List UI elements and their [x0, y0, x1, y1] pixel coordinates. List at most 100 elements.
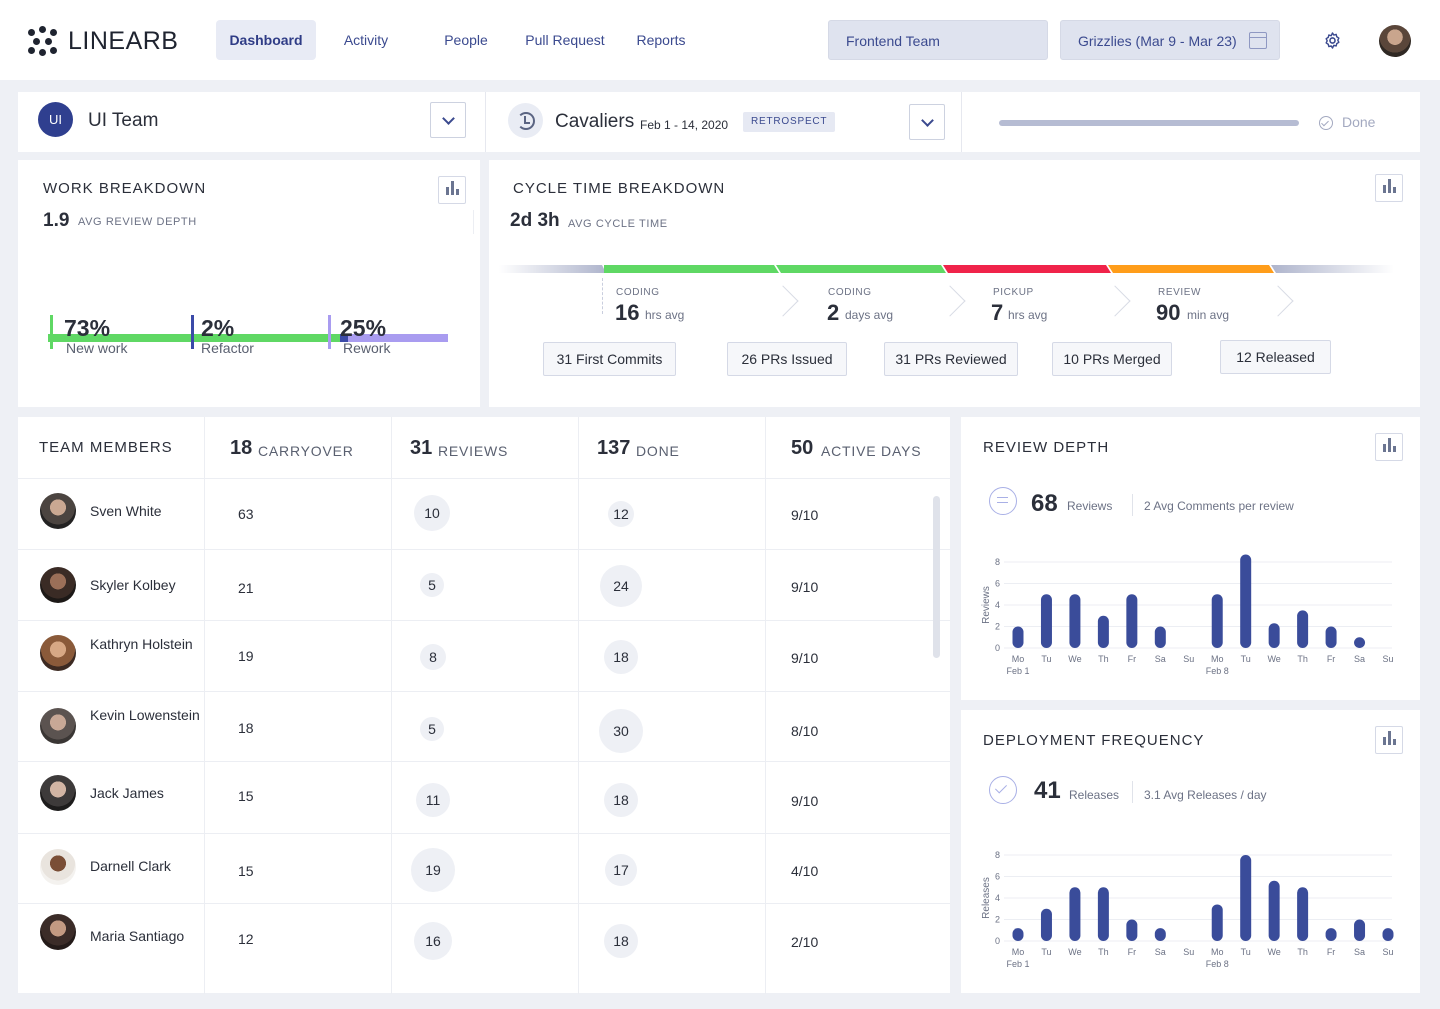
y-axis-label: Releases	[981, 877, 992, 919]
x-tick-label: Th	[1098, 947, 1109, 957]
member-name: Sven White	[90, 503, 162, 519]
active-days-cell: 9/10	[791, 579, 819, 595]
header-label: ACTIVE DAYS	[821, 443, 922, 459]
x-tick-label: Tu	[1241, 947, 1251, 957]
stage-value: 16	[615, 300, 640, 325]
chevron-right-icon	[934, 285, 966, 317]
milestone-prs-reviewed[interactable]: 31 PRs Reviewed	[884, 342, 1018, 376]
active-days-cell: 9/10	[791, 650, 819, 666]
carryover-cell: 18	[238, 720, 254, 736]
date-label: Feb 8	[1206, 666, 1229, 676]
member-name: Kathryn Holstein	[90, 636, 193, 652]
active-days-cell: 9/10	[791, 793, 819, 809]
chart-toggle-button[interactable]	[1375, 726, 1403, 754]
stat-label: New work	[66, 340, 128, 356]
stat-label: Rework	[343, 340, 391, 356]
team-select-value: Frontend Team	[846, 33, 940, 49]
column-header-reviews[interactable]: 31 REVIEWS	[392, 417, 578, 479]
header-num: 50	[791, 437, 814, 459]
active-days-cell: 9/10	[791, 507, 819, 523]
stage-name: REVIEW	[1158, 287, 1202, 298]
bar	[1154, 928, 1166, 941]
divider	[485, 92, 486, 152]
y-tick-label: 2	[995, 915, 1000, 925]
avg-comments: 2 Avg Comments per review	[1144, 499, 1294, 513]
bar	[1012, 928, 1024, 941]
tab-people[interactable]: People	[444, 32, 488, 48]
y-tick-label: 6	[995, 579, 1000, 589]
team-name: UI Team	[88, 110, 159, 131]
bar	[1069, 887, 1081, 941]
sprint-select-value: Grizzlies (Mar 9 - Mar 23)	[1078, 33, 1237, 49]
member-name: Maria Santiago	[90, 928, 185, 944]
column-header-active-days[interactable]: 50 ACTIVE DAYS	[766, 417, 950, 479]
date-label: Feb 8	[1206, 959, 1229, 969]
x-tick-label: Mo	[1012, 947, 1025, 957]
stage-unit: min avg	[1187, 308, 1230, 322]
table-scrollbar[interactable]	[933, 496, 940, 658]
work-breakdown-card: WORK BREAKDOWN 1.9 AVG REVIEW DEPTH 73% …	[18, 160, 480, 407]
x-tick-label: Sa	[1155, 947, 1166, 957]
team-members-table: TEAM MEMBERS 18 CARRYOVER 31 REVIEWS 137…	[18, 417, 950, 994]
milestone-prs-issued[interactable]: 26 PRs Issued	[727, 342, 847, 376]
check-circle-icon	[1319, 116, 1333, 130]
sprint-dropdown-button[interactable]	[909, 104, 945, 140]
stat-value: 25%	[340, 315, 387, 341]
card-title: CYCLE TIME BREAKDOWN	[513, 180, 726, 197]
sprint-select[interactable]: Grizzlies (Mar 9 - Mar 23)	[1060, 20, 1280, 60]
tab-reports[interactable]: Reports	[636, 32, 686, 48]
active-days-cell: 4/10	[791, 863, 819, 879]
column-header-done[interactable]: 137 DONE	[579, 417, 765, 479]
user-avatar[interactable]	[1379, 25, 1411, 57]
x-tick-label: Su	[1382, 947, 1393, 957]
stat-value: 73%	[64, 315, 111, 341]
bar	[1297, 610, 1309, 648]
date-label: Feb 1	[1006, 666, 1029, 676]
avatar	[40, 493, 76, 529]
review-count-label: Reviews	[1067, 499, 1113, 513]
team-select[interactable]: Frontend Team	[828, 20, 1048, 60]
divider	[961, 92, 962, 152]
carryover-cell: 15	[238, 863, 254, 879]
rework-segment	[348, 334, 448, 342]
chart-toggle-button[interactable]	[1375, 174, 1403, 202]
avg-cycle-time-value: 2d 3h	[510, 210, 560, 231]
team-sprint-bar: UI UI Team Cavaliers Feb 1 - 14, 2020 RE…	[18, 92, 1420, 152]
top-navigation: LINEARB Dashboard Activity People Pull R…	[0, 0, 1440, 80]
x-tick-label: Tu	[1041, 654, 1051, 664]
bar	[1211, 904, 1223, 941]
tab-pull-request[interactable]: Pull Request	[525, 32, 605, 48]
cycle-stage-bar	[499, 265, 1394, 273]
chart-toggle-button[interactable]	[438, 176, 466, 204]
check-circle-icon	[989, 776, 1017, 804]
tab-activity[interactable]: Activity	[343, 32, 389, 48]
x-tick-label: We	[1267, 947, 1280, 957]
milestone-released[interactable]: 12 Released	[1220, 340, 1331, 374]
sprint-status: Done	[1342, 114, 1376, 130]
release-count-label: Releases	[1069, 788, 1120, 802]
column-header-carryover[interactable]: 18 CARRYOVER	[205, 417, 391, 479]
milestone-first-commits[interactable]: 31 First Commits	[543, 342, 676, 376]
stage-value: 90	[1156, 300, 1181, 325]
brand-logo[interactable]: LINEARB	[28, 26, 178, 56]
reviews-bubble: 11	[416, 783, 450, 817]
bar	[1126, 594, 1138, 648]
chart-toggle-button[interactable]	[1375, 433, 1403, 461]
carryover-cell: 12	[238, 931, 254, 947]
gear-icon[interactable]	[1323, 31, 1342, 50]
header-num: 18	[230, 437, 253, 459]
new-work-segment	[48, 334, 340, 342]
bar	[1354, 637, 1366, 648]
team-dropdown-button[interactable]	[430, 102, 466, 138]
milestone-prs-merged[interactable]: 10 PRs Merged	[1052, 342, 1172, 376]
tab-dashboard[interactable]: Dashboard	[216, 20, 316, 60]
card-title: WORK BREAKDOWN	[43, 180, 207, 197]
reviews-bubble: 10	[414, 495, 450, 531]
x-tick-label: Sa	[1354, 654, 1365, 664]
stage-name: CODING	[616, 287, 660, 298]
calendar-icon	[1249, 32, 1267, 49]
avatar	[40, 849, 76, 885]
x-tick-label: Sa	[1354, 947, 1365, 957]
x-tick-label: Su	[1183, 947, 1194, 957]
header-title: TEAM MEMBERS	[39, 439, 173, 456]
